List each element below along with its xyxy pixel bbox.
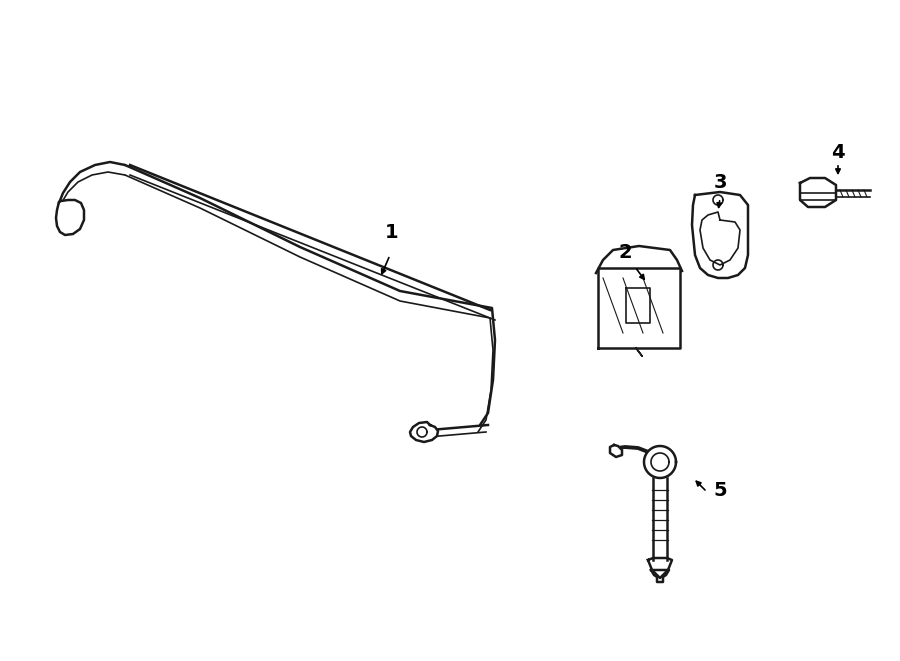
Polygon shape: [648, 558, 672, 578]
Polygon shape: [651, 570, 669, 582]
Text: 3: 3: [713, 173, 727, 192]
Text: 5: 5: [713, 481, 727, 500]
Polygon shape: [692, 192, 748, 278]
Polygon shape: [653, 478, 667, 560]
Text: 2: 2: [618, 243, 632, 262]
Polygon shape: [596, 246, 682, 273]
Polygon shape: [598, 268, 680, 348]
Polygon shape: [610, 445, 622, 457]
Polygon shape: [56, 200, 84, 235]
Polygon shape: [700, 212, 740, 265]
Text: 4: 4: [832, 143, 845, 161]
Text: 1: 1: [385, 223, 399, 241]
Polygon shape: [800, 178, 836, 207]
Polygon shape: [644, 446, 676, 478]
Polygon shape: [626, 288, 650, 323]
Polygon shape: [410, 422, 438, 442]
